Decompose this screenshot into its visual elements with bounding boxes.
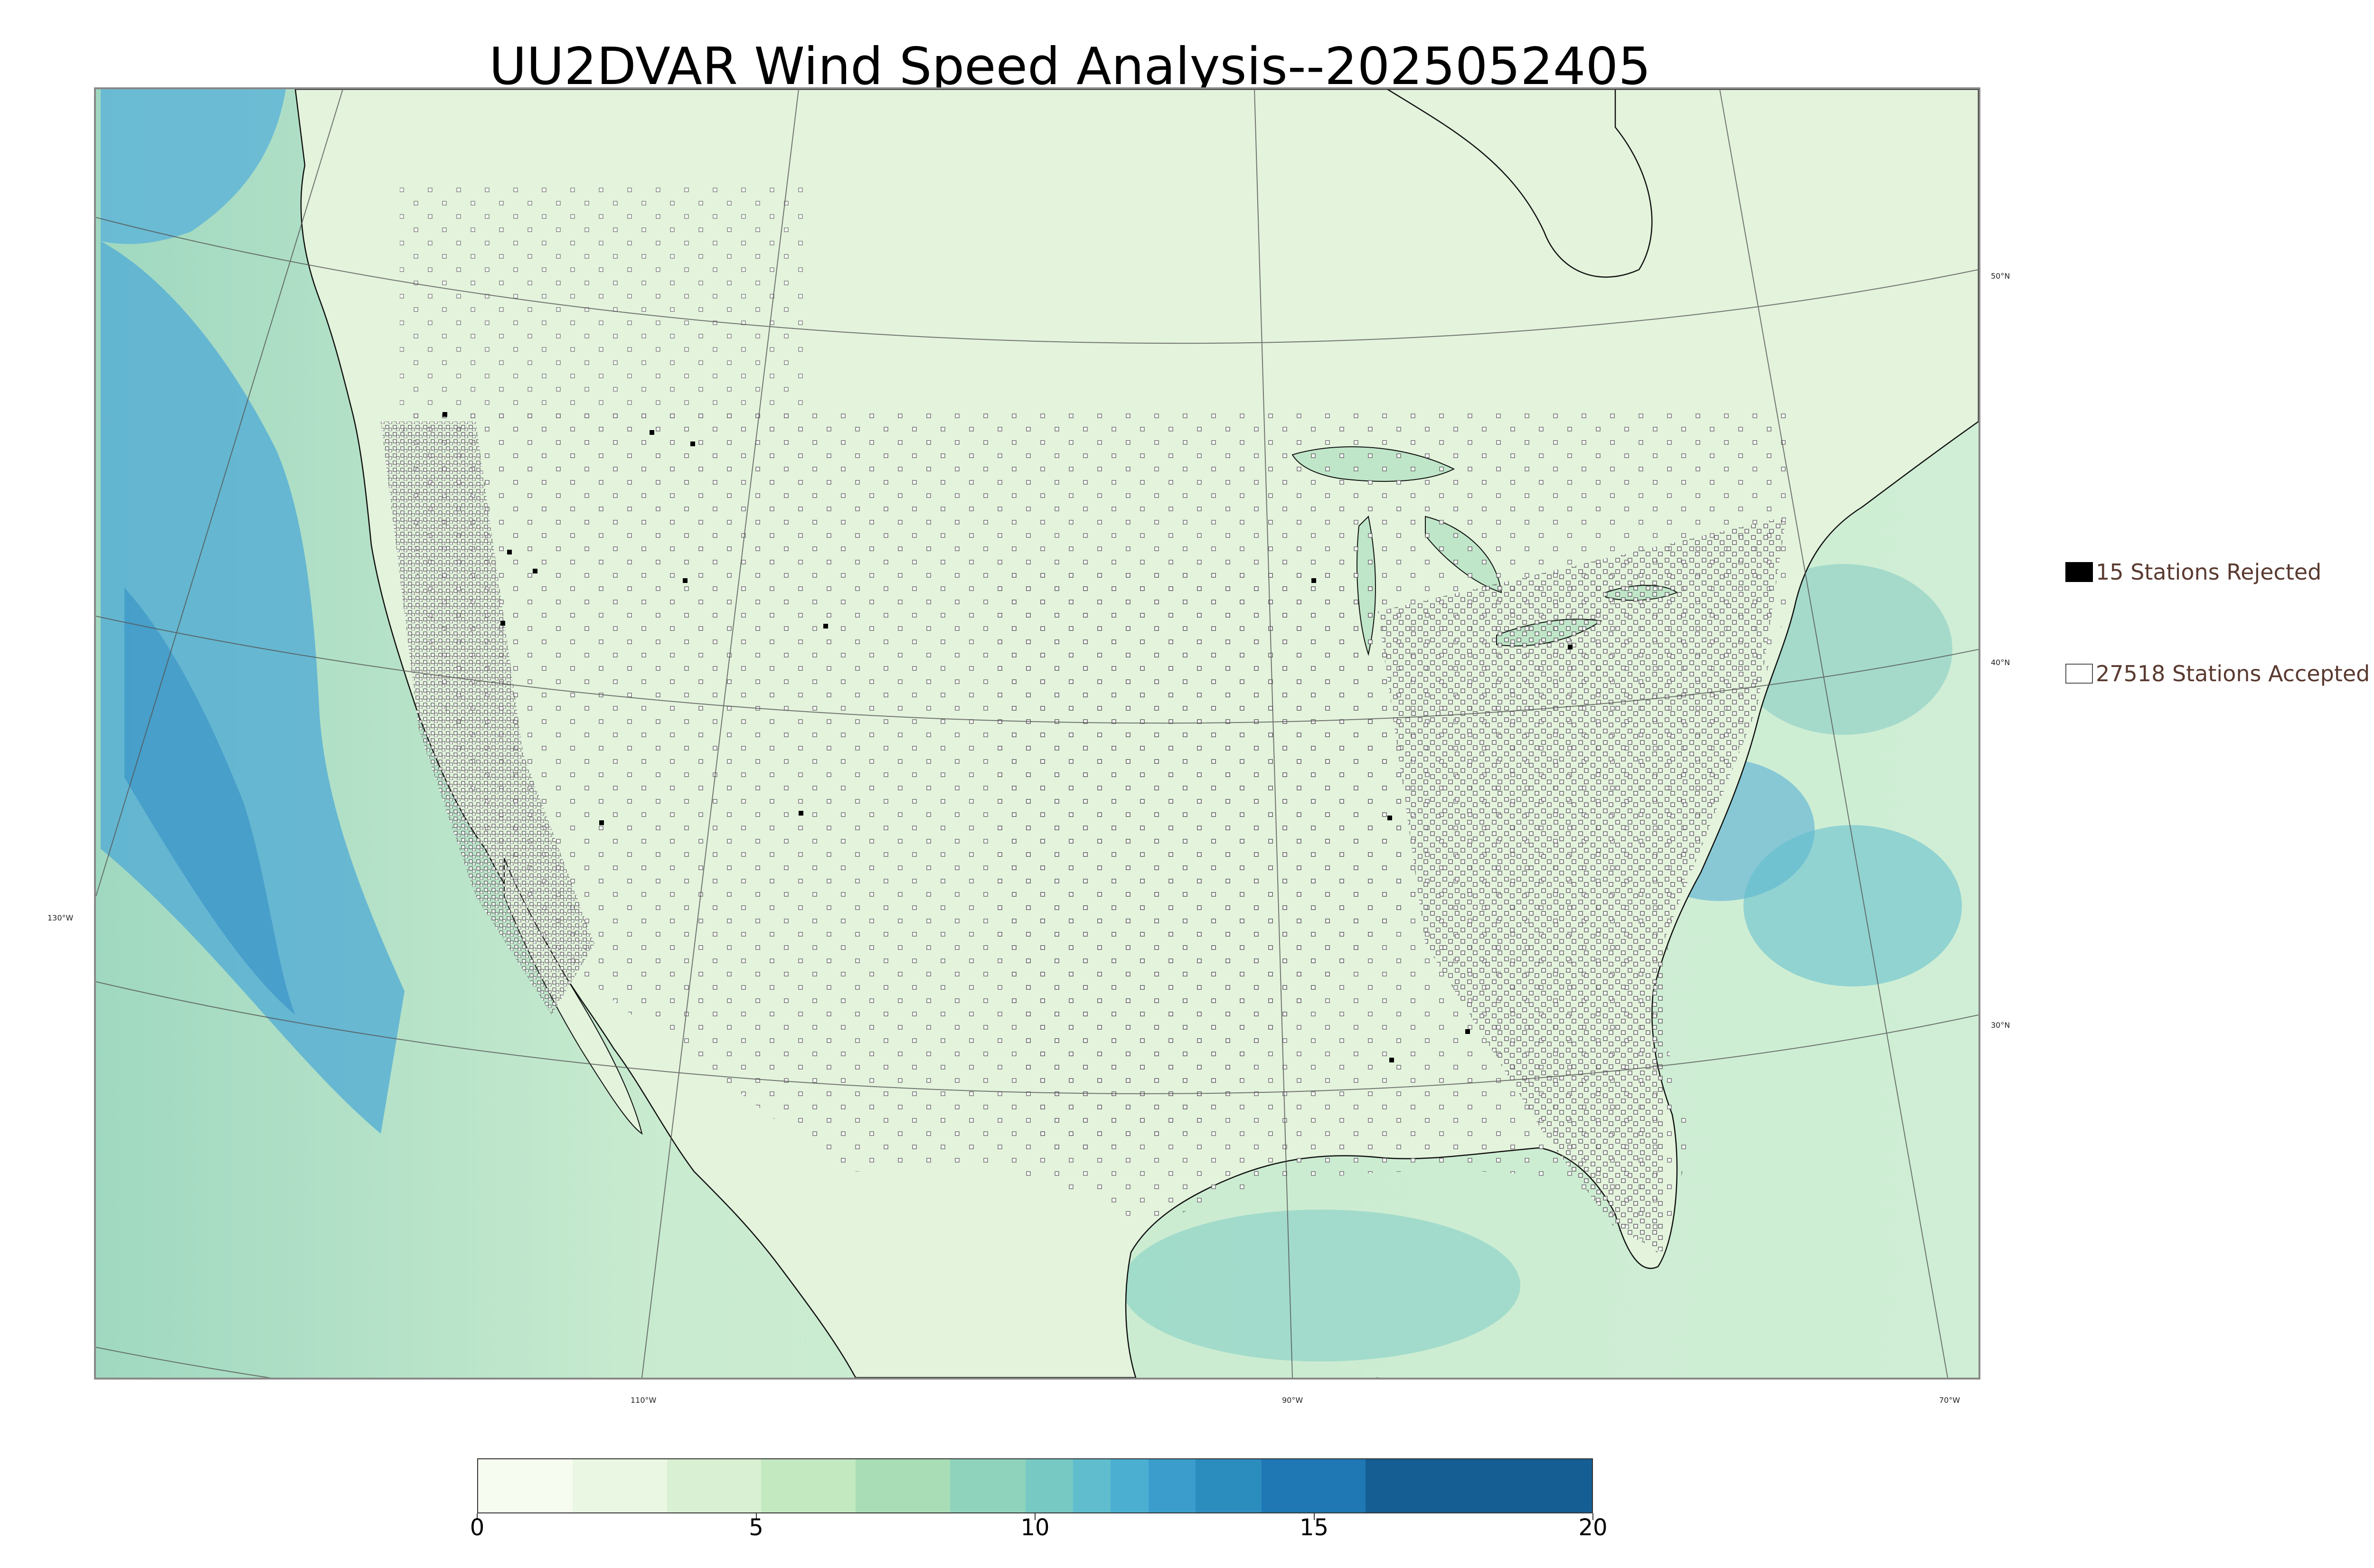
lon-label-70: 70°W [1939, 1396, 1960, 1405]
colorbar-segment [1365, 1459, 1592, 1512]
colorbar-tick-label: 20 [1578, 1514, 1608, 1541]
pacific-wind-core [124, 588, 295, 1015]
colorbar-tick [1035, 1513, 1036, 1520]
rejected-label: 15 Stations Rejected [2096, 559, 2322, 585]
lat-label-30: 30°N [1991, 1021, 2010, 1030]
legend-rejected: 15 Stations Rejected [2065, 559, 2321, 585]
map-panel[interactable] [94, 87, 1980, 1380]
colorbar [477, 1458, 1593, 1513]
stations-midwest [998, 564, 1425, 1157]
colorbar-segment [1148, 1459, 1196, 1512]
stations-east [1378, 516, 1786, 1252]
rejected-swatch [2065, 562, 2093, 582]
colorbar-tick-label: 0 [470, 1514, 485, 1541]
colorbar-tick-label: 10 [1020, 1514, 1050, 1541]
colorbar-segment [1111, 1459, 1149, 1512]
graticule [96, 89, 1978, 1378]
colorbar-segment [761, 1459, 856, 1512]
colorbar-tick [1313, 1513, 1315, 1520]
colorbar-segment [1073, 1459, 1111, 1512]
stations-west-coast [381, 422, 594, 1015]
colorbar-tick [1592, 1513, 1593, 1520]
lat-label-50: 50°N [1991, 272, 2010, 281]
pacific-wind-band [101, 241, 405, 1134]
colorbar-tick [755, 1513, 757, 1520]
colorbar-segment [950, 1459, 1026, 1512]
colorbar-segment [572, 1459, 667, 1512]
lat-label-40: 40°N [1991, 658, 2010, 667]
lon-label-130: 130°W [47, 913, 74, 922]
colorbar-segment [667, 1459, 762, 1512]
colorbar-tick-label: 15 [1299, 1514, 1329, 1541]
colorbar-tick [477, 1513, 478, 1520]
atlantic-wind-3 [1743, 825, 1962, 986]
pacific-wind-north [101, 89, 286, 244]
colorbar-segment [1026, 1459, 1073, 1512]
stations-canada [400, 184, 808, 422]
accepted-label: 27518 Stations Accepted [2096, 661, 2370, 686]
colorbar-segment [478, 1459, 573, 1512]
colorbar-segment [856, 1459, 951, 1512]
colorbar-tick-label: 5 [749, 1514, 763, 1541]
legend-accepted: 27518 Stations Accepted [2065, 661, 2370, 686]
gulf-wind [1121, 1210, 1520, 1361]
colorbar-segment [1195, 1459, 1262, 1512]
colorbar-segment [1262, 1459, 1366, 1512]
lon-label-90: 90°W [1282, 1396, 1303, 1405]
rejected-stations [443, 412, 1573, 1062]
accepted-swatch [2065, 664, 2093, 684]
hudson-bay-coast [1387, 89, 1653, 278]
wind-speed-map[interactable] [96, 89, 1978, 1378]
lon-label-110: 110°W [631, 1396, 657, 1405]
map-title: UU2DVAR Wind Speed Analysis--2025052405 [489, 37, 1651, 96]
